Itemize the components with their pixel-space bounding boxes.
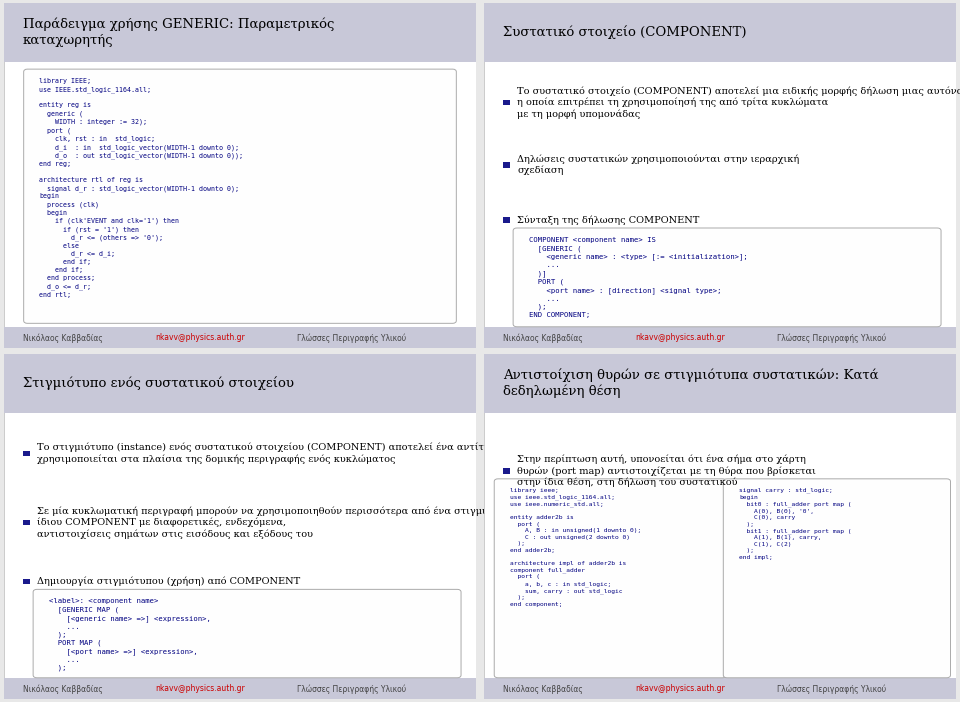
Bar (503, 100, 511, 105)
Bar (4, 3, 476, 62)
Bar (23, 520, 31, 526)
Text: Το συστατικό στοιχείο (COMPONENT) αποτελεί μια ειδικής μορφής δήλωση μιας αυτόνο: Το συστατικό στοιχείο (COMPONENT) αποτελ… (517, 86, 960, 119)
Text: Στην περίπτωση αυτή, υπονοείται ότι ένα σήμα στο χάρτη
θυρών (port map) αντιστοι: Στην περίπτωση αυτή, υπονοείται ότι ένα … (517, 454, 816, 487)
Text: <label>: <component name>
  [GENERIC MAP (
    [<generic name> =>] <expression>,: <label>: <component name> [GENERIC MAP (… (49, 598, 210, 671)
Bar (484, 354, 956, 413)
Text: library IEEE;
use IEEE.std_logic_1164.all;

entity reg is
  generic (
    WIDTH : library IEEE; use IEEE.std_logic_1164.al… (39, 78, 243, 298)
Text: Νικόλαος Καββαδίας: Νικόλαος Καββαδίας (23, 684, 108, 694)
Bar (4, 354, 476, 413)
FancyBboxPatch shape (34, 590, 461, 677)
Bar (503, 162, 511, 168)
Text: signal carry : std_logic;
begin
  bit0 : full_adder port map (
    A(0), B(0), ': signal carry : std_logic; begin bit0 : f… (739, 488, 852, 560)
Text: Νικόλαος Καββαδίας: Νικόλαος Καββαδίας (23, 333, 108, 343)
Text: library ieee;
use ieee.std_logic_1164.all;
use ieee.numeric_std.all;

entity add: library ieee; use ieee.std_logic_1164.al… (510, 488, 641, 607)
FancyBboxPatch shape (24, 69, 456, 324)
Text: COMPONENT <component name> IS
  [GENERIC (
    <generic name> : <type> [:= <init: COMPONENT <component name> IS [GENERIC (… (529, 237, 748, 318)
Text: Νικόλαος Καββαδίας: Νικόλαος Καββαδίας (503, 333, 588, 343)
Text: Νικόλαος Καββαδίας: Νικόλαος Καββαδίας (503, 684, 588, 694)
FancyBboxPatch shape (514, 228, 941, 326)
Bar (484, 3, 956, 62)
Bar (23, 578, 31, 584)
Text: Γλώσσες Περιγραφής Υλικού: Γλώσσες Περιγραφής Υλικού (297, 684, 406, 694)
Text: Το στιγμιότυπο (instance) ενός συστατικού στοιχείου (COMPONENT) αποτελεί ένα αντ: Το στιγμιότυπο (instance) ενός συστατικο… (37, 443, 544, 464)
Bar (484, 678, 956, 699)
Text: nkavv@physics.auth.gr: nkavv@physics.auth.gr (155, 333, 245, 343)
Text: Γλώσσες Περιγραφής Υλικού: Γλώσσες Περιγραφής Υλικού (777, 684, 886, 694)
FancyBboxPatch shape (494, 479, 726, 677)
Text: Στιγμιότυπο ενός συστατικού στοιχείου: Στιγμιότυπο ενός συστατικού στοιχείου (23, 376, 294, 390)
Text: Δηλώσεις συστατικών χρησιμοποιούνται στην ιεραρχική
σχεδίαση: Δηλώσεις συστατικών χρησιμοποιούνται στη… (517, 154, 800, 176)
Text: Αντιστοίχιση θυρών σε στιγμιότυπα συστατικών: Κατά
δεδηλωμένη θέση: Αντιστοίχιση θυρών σε στιγμιότυπα συστατ… (503, 369, 878, 398)
Text: nkavv@physics.auth.gr: nkavv@physics.auth.gr (635, 684, 725, 694)
Text: Συστατικό στοιχείο (COMPONENT): Συστατικό στοιχείο (COMPONENT) (503, 25, 746, 39)
FancyBboxPatch shape (723, 479, 950, 677)
Text: Σύνταξη της δήλωσης COMPONENT: Σύνταξη της δήλωσης COMPONENT (517, 216, 700, 225)
Text: Γλώσσες Περιγραφής Υλικού: Γλώσσες Περιγραφής Υλικού (297, 333, 406, 343)
Bar (4, 678, 476, 699)
Bar (23, 451, 31, 456)
Text: Δημιουργία στιγμιότυπου (χρήση) από COMPONENT: Δημιουργία στιγμιότυπου (χρήση) από COMP… (37, 576, 300, 586)
Bar (4, 327, 476, 348)
Text: Παράδειγμα χρήσης GENERIC: Παραμετρικός
καταχωρητής: Παράδειγμα χρήσης GENERIC: Παραμετρικός … (23, 18, 334, 46)
Bar (503, 218, 511, 223)
Text: Γλώσσες Περιγραφής Υλικού: Γλώσσες Περιγραφής Υλικού (777, 333, 886, 343)
Text: nkavv@physics.auth.gr: nkavv@physics.auth.gr (635, 333, 725, 343)
Bar (503, 468, 511, 474)
Text: nkavv@physics.auth.gr: nkavv@physics.auth.gr (155, 684, 245, 694)
Text: Σε μία κυκλωματική περιγραφή μπορούν να χρησιμοποιηθούν περισσότερα από ένα στιγ: Σε μία κυκλωματική περιγραφή μπορούν να … (37, 506, 537, 539)
Bar (484, 327, 956, 348)
